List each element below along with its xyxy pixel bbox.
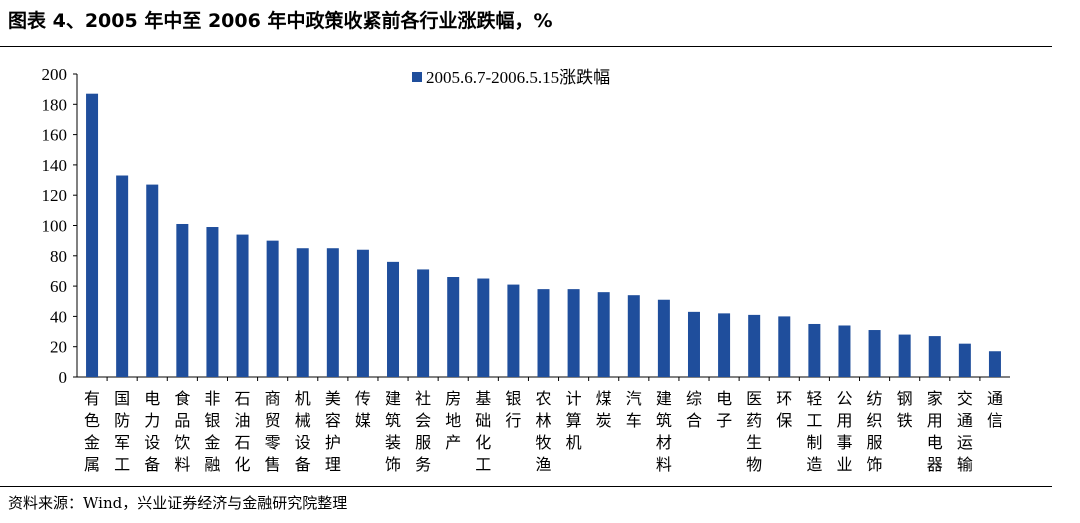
- bar-综合: [687, 311, 700, 377]
- category-label: 有色金属: [84, 389, 100, 474]
- bar-建筑材料: [657, 299, 670, 377]
- category-label: 传媒: [355, 389, 371, 430]
- bar-医药生物: [748, 314, 761, 377]
- category-label: 钢铁: [897, 389, 913, 430]
- category-label: 美容护理: [325, 389, 341, 474]
- y-tick-label: 0: [59, 368, 68, 387]
- bar-基础化工: [477, 278, 490, 377]
- category-label: 非银金融: [204, 389, 220, 474]
- category-label: 公用事业: [836, 389, 852, 474]
- bar-食品饮料: [176, 223, 189, 377]
- category-label: 电子: [716, 389, 732, 430]
- category-label: 社会服务: [415, 389, 431, 474]
- bar-建筑装饰: [387, 261, 400, 377]
- bar-汽车: [627, 295, 640, 377]
- bar-传媒: [356, 249, 369, 377]
- y-tick-label: 60: [50, 277, 67, 296]
- y-tick-label: 40: [50, 307, 67, 326]
- bar-轻工制造: [808, 323, 821, 377]
- category-label: 建筑装饰: [385, 389, 401, 474]
- category-label: 食品饮料: [174, 389, 190, 474]
- y-tick-label: 20: [50, 338, 67, 357]
- y-tick-label: 160: [42, 126, 68, 145]
- category-label: 医药生物: [746, 389, 762, 474]
- category-label: 基础化工: [475, 389, 491, 474]
- bar-石油石化: [236, 234, 249, 377]
- legend: 2005.6.7-2006.5.15涨跌幅: [412, 68, 610, 87]
- category-label: 电力设备: [144, 389, 160, 474]
- bar-美容护理: [326, 248, 339, 377]
- category-label: 环保: [776, 389, 792, 430]
- category-labels-group: 有色金属国防军工电力设备食品饮料非银金融石油石化商贸零售机械设备美容护理传媒建筑…: [84, 389, 1003, 474]
- category-label: 国防军工: [114, 389, 130, 474]
- category-label: 农林牧渔: [535, 389, 551, 474]
- bar-计算机: [567, 289, 580, 377]
- category-label: 建筑材料: [656, 389, 672, 474]
- bar-农林牧渔: [537, 289, 550, 377]
- axes-group: 0 20 40 60 80 100 120 140 160 180 200: [42, 65, 1010, 387]
- y-tick-label: 80: [50, 247, 67, 266]
- bar-机械设备: [296, 248, 309, 377]
- category-label: 机械设备: [295, 389, 311, 474]
- bar-钢铁: [898, 334, 911, 377]
- category-label: 综合: [686, 389, 702, 430]
- category-label: 石油石化: [235, 389, 251, 474]
- bar-银行: [507, 284, 520, 377]
- category-label: 银行: [505, 389, 521, 430]
- category-label: 通信: [987, 389, 1003, 430]
- bar-煤炭: [597, 292, 610, 377]
- bar-商贸零售: [266, 240, 279, 377]
- category-label: 房地产: [445, 389, 461, 452]
- y-tick-label: 200: [42, 65, 68, 84]
- bar-通信: [988, 351, 1001, 377]
- category-label: 轻工制造: [806, 389, 822, 474]
- bar-社会服务: [417, 269, 430, 377]
- bar-环保: [778, 316, 791, 377]
- bar-电子: [718, 313, 731, 377]
- legend-swatch: [412, 72, 422, 82]
- bottom-rule: [0, 486, 1052, 487]
- source-note: 资料来源：Wind，兴业证券经济与金融研究院整理: [8, 494, 348, 512]
- category-label: 交通运输: [957, 389, 973, 474]
- category-label: 家用电器: [927, 389, 943, 474]
- bar-交通运输: [958, 343, 971, 377]
- category-label: 汽车: [626, 389, 642, 430]
- bars-group: [86, 93, 1001, 377]
- bar-房地产: [447, 277, 460, 377]
- category-label: 商贸零售: [265, 389, 281, 474]
- category-label: 纺织服饰: [867, 389, 883, 474]
- y-tick-label: 100: [42, 217, 68, 236]
- bar-纺织服饰: [868, 330, 881, 377]
- y-tick-label: 140: [42, 156, 68, 175]
- chart-title: 图表 4、2005 年中至 2006 年中政策收紧前各行业涨跌幅，%: [8, 10, 553, 32]
- category-label: 计算机: [566, 389, 582, 452]
- bar-非银金融: [206, 227, 219, 377]
- category-label: 煤炭: [596, 389, 612, 430]
- bar-公用事业: [838, 325, 851, 377]
- bar-有色金属: [86, 93, 99, 377]
- bar-chart: 0 20 40 60 80 100 120 140 160 180 200 有色金属国防军工电力设备…: [42, 65, 1010, 474]
- y-tick-label: 120: [42, 186, 68, 205]
- bar-国防军工: [116, 175, 129, 377]
- bar-家用电器: [928, 336, 941, 377]
- top-rule: [0, 46, 1052, 47]
- bar-电力设备: [146, 184, 159, 377]
- legend-label: 2005.6.7-2006.5.15涨跌幅: [426, 68, 610, 87]
- y-tick-label: 180: [42, 95, 68, 114]
